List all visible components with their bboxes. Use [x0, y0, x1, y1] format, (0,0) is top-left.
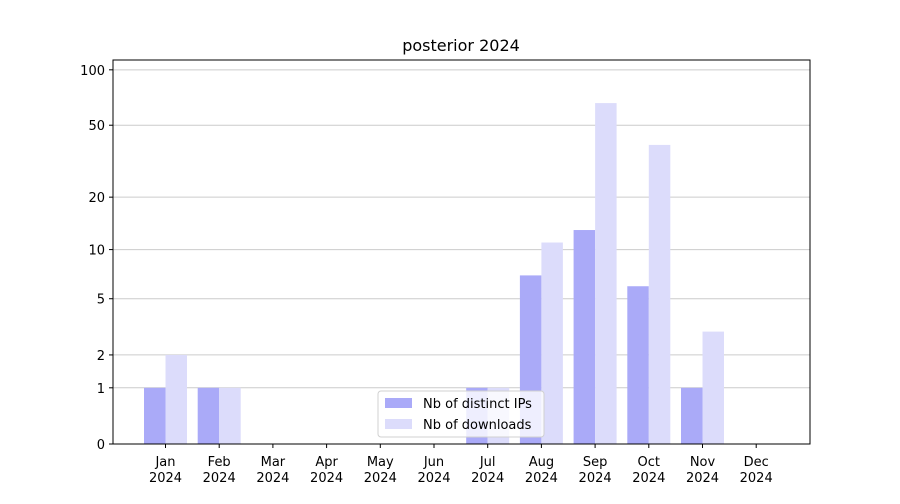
x-tick-label: Aug 2024 — [525, 455, 558, 486]
x-tick-label-line: Jun — [423, 455, 444, 470]
x-tick-label-line: Sep — [583, 455, 608, 470]
bar — [648, 144, 671, 445]
x-tick-label-line: 2024 — [417, 471, 450, 486]
bar — [165, 354, 187, 444]
legend-swatch — [385, 419, 412, 429]
x-tick-label-line: Dec — [744, 455, 769, 470]
x-tick-label: Mar 2024 — [256, 455, 289, 486]
x-tick-label: Jun 2024 — [417, 455, 450, 486]
x-tick-label: Nov 2024 — [686, 455, 719, 486]
x-tick-label-line: 2024 — [632, 471, 665, 486]
x-tick-label-line: Apr — [315, 455, 338, 470]
y-tick-label: 10 — [88, 244, 105, 259]
x-tick-label: May 2024 — [364, 455, 397, 486]
y-tick-label: 100 — [80, 64, 105, 79]
y-tick-label: 2 — [97, 349, 105, 364]
bar — [541, 242, 563, 444]
x-tick-label: Apr 2024 — [310, 455, 343, 486]
x-tick-label-line: 2024 — [203, 471, 236, 486]
x-tick-label-line: Jan — [154, 455, 175, 470]
bar — [573, 230, 596, 444]
x-tick-label: Sep 2024 — [579, 455, 612, 486]
x-tick-label-line: 2024 — [579, 471, 612, 486]
x-tick-label-line: 2024 — [740, 471, 773, 486]
legend-box — [377, 390, 545, 438]
x-tick-label-line: Feb — [208, 455, 231, 470]
bar — [144, 387, 166, 444]
y-tick-label: 0 — [97, 438, 105, 453]
x-tick-label-line: 2024 — [310, 471, 343, 486]
x-tick-label: Jul 2024 — [471, 455, 504, 486]
x-tick-label-line: 2024 — [525, 471, 558, 486]
x-tick-label-line: 2024 — [256, 471, 289, 486]
x-tick-label-line: Oct — [638, 455, 660, 470]
x-tick-label-line: 2024 — [149, 471, 182, 486]
bar — [197, 387, 220, 444]
bar — [627, 286, 649, 444]
x-tick-label: Feb 2024 — [203, 455, 236, 486]
bar — [702, 331, 724, 444]
y-tick-label: 1 — [97, 382, 105, 397]
bar — [219, 387, 241, 444]
x-tick-label: Oct 2024 — [632, 455, 665, 486]
legend-label: Nb of distinct IPs — [423, 397, 532, 412]
plot-frame — [112, 59, 811, 445]
x-tick-label-line: May — [367, 455, 394, 470]
chart-title: posterior 2024 — [402, 36, 520, 55]
x-tick-label: Jan 2024 — [149, 455, 182, 486]
x-tick-label-line: 2024 — [686, 471, 719, 486]
legend-swatch — [385, 398, 412, 408]
x-tick-label-line: Nov — [690, 455, 716, 470]
x-tick-label-line: 2024 — [471, 471, 504, 486]
y-tick-label: 50 — [88, 119, 105, 134]
x-tick-label-line: Aug — [529, 455, 554, 470]
y-tick-label: 5 — [97, 293, 105, 308]
x-tick-label-line: 2024 — [364, 471, 397, 486]
bar — [595, 103, 617, 444]
x-tick-label-line: Mar — [261, 455, 286, 470]
y-tick-label: 20 — [88, 191, 105, 206]
legend-label: Nb of downloads — [423, 418, 532, 433]
x-tick-label: Dec 2024 — [740, 455, 773, 486]
x-tick-label-line: Jul — [479, 455, 496, 470]
bar — [681, 387, 703, 444]
